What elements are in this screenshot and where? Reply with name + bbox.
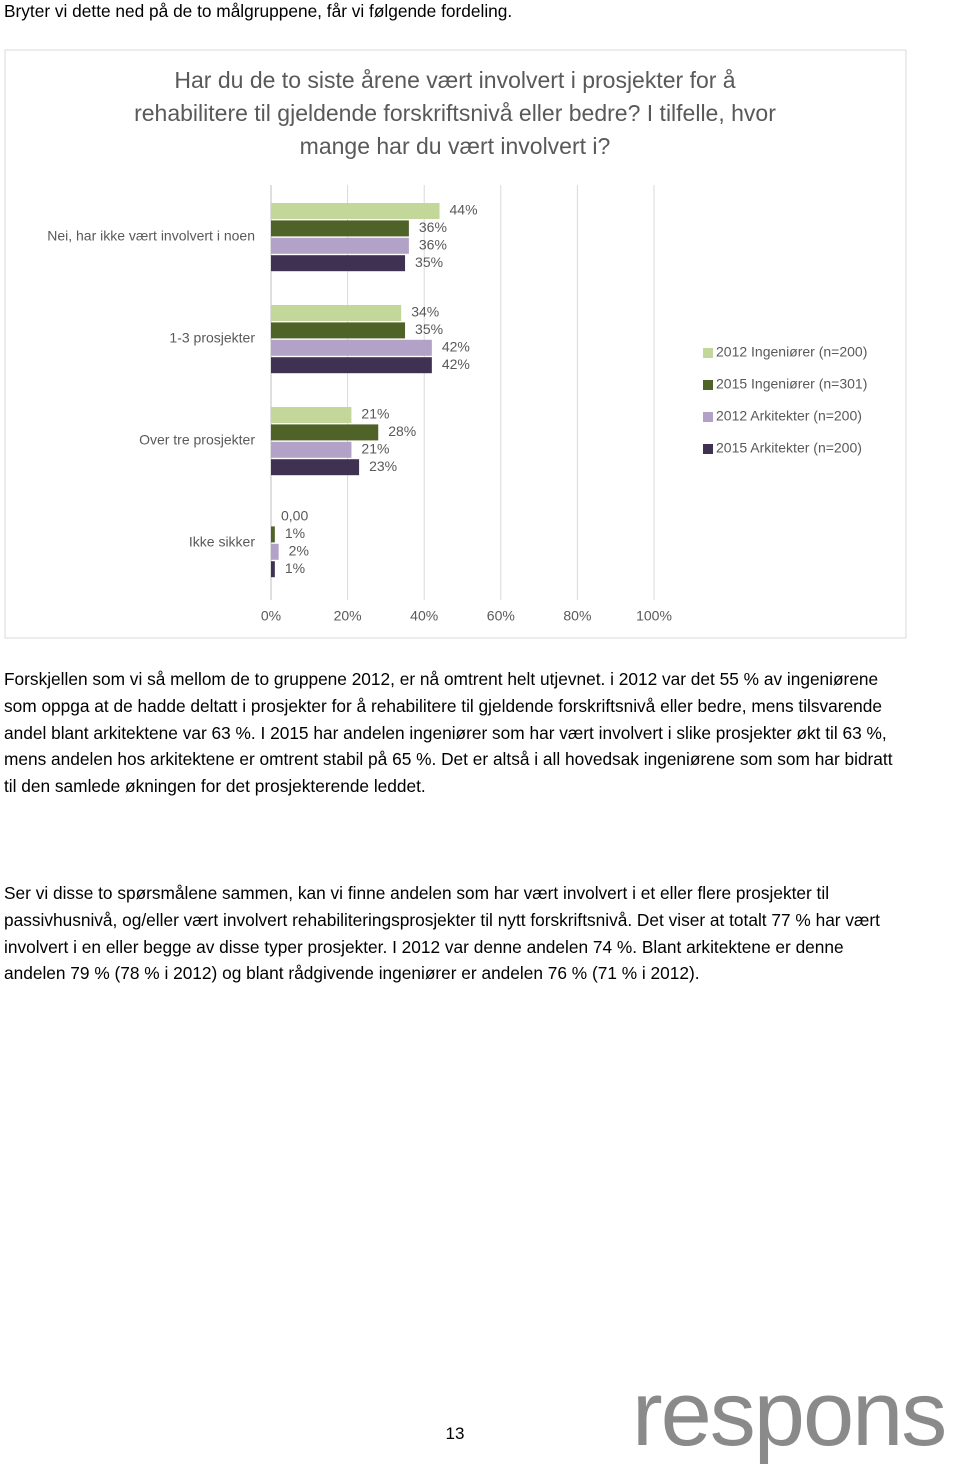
legend-swatch [703, 412, 713, 422]
paragraph: Forskjellen som vi så mellom de to grupp… [4, 669, 893, 797]
legend-label: 2015 Arkitekter (n=200) [716, 440, 862, 456]
bar [271, 424, 379, 441]
logo: respons [632, 1363, 947, 1465]
value-label: 21% [361, 406, 389, 422]
chart: Har du de to siste årene vært involvert … [4, 49, 907, 639]
y-tick-label: 1-3 prosjekter [169, 330, 255, 346]
legend-swatch [703, 444, 713, 454]
legend-label: 2015 Ingeniører (n=301) [716, 376, 867, 392]
value-label: 1% [285, 560, 305, 576]
value-label: 44% [450, 202, 478, 218]
legend-label: 2012 Arkitekter (n=200) [716, 408, 862, 424]
legend-swatch [703, 380, 713, 390]
y-tick-label: Nei, har ikke vært involvert i noen [47, 228, 255, 244]
x-tick-label: 20% [334, 608, 362, 624]
bar [271, 305, 402, 321]
bar [271, 526, 275, 543]
value-label: 34% [411, 304, 439, 320]
bar [271, 459, 360, 476]
bar [271, 357, 432, 374]
legend-label: 2012 Ingeniører (n=200) [716, 344, 867, 360]
value-label: 42% [442, 339, 470, 355]
bar [271, 203, 440, 219]
x-tick-label: 40% [410, 608, 438, 624]
legend-swatch [703, 348, 713, 358]
page-number: 13 [445, 1424, 465, 1443]
value-label: 2% [289, 543, 309, 559]
x-tick-label: 60% [487, 608, 515, 624]
value-label: 36% [419, 237, 447, 253]
value-label: 23% [369, 458, 397, 474]
bar [271, 561, 275, 578]
x-tick-label: 100% [636, 608, 672, 624]
bar [271, 441, 352, 458]
value-label: 0,00 [281, 508, 308, 524]
bar [271, 220, 409, 237]
value-label: 21% [361, 441, 389, 457]
value-label: 36% [419, 219, 447, 235]
y-tick-label: Ikke sikker [189, 534, 255, 550]
value-label: 42% [442, 356, 470, 372]
bar [271, 237, 409, 254]
bar [271, 339, 432, 356]
chart-frame [4, 49, 907, 639]
paragraph: Ser vi disse to spørsmålene sammen, kan … [4, 883, 880, 984]
intro: Bryter vi dette ned på de to målgruppene… [4, 1, 513, 21]
value-label: 1% [285, 525, 305, 541]
chart-title: rehabilitere til gjeldende forskriftsniv… [134, 100, 776, 126]
y-tick-label: Over tre prosjekter [139, 432, 255, 448]
x-tick-label: 0% [261, 608, 281, 624]
bar [271, 255, 406, 272]
value-label: 35% [415, 321, 443, 337]
bar [271, 407, 352, 423]
bar [271, 543, 279, 560]
value-label: 35% [415, 254, 443, 270]
value-label: 28% [388, 423, 416, 439]
x-tick-label: 80% [563, 608, 591, 624]
chart-title: mange har du vært involvert i? [300, 133, 611, 159]
chart-title: Har du de to siste årene vært involvert … [174, 67, 735, 93]
bar [271, 322, 406, 339]
